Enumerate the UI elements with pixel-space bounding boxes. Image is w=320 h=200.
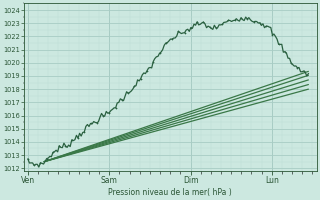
X-axis label: Pression niveau de la mer( hPa ): Pression niveau de la mer( hPa ) [108,188,232,197]
